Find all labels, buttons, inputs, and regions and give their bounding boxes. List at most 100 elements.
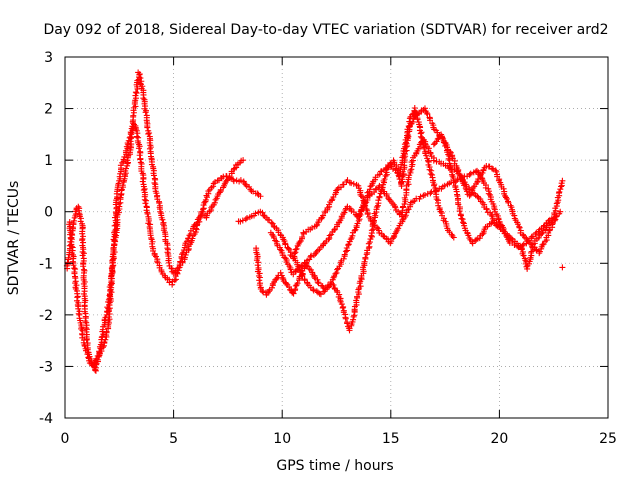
data-point (338, 301, 345, 308)
data-point (364, 211, 371, 218)
data-point (240, 157, 247, 164)
data-point (368, 227, 375, 234)
data-point (136, 152, 143, 159)
data-point (488, 165, 495, 172)
data-point (134, 77, 141, 84)
data-point (165, 259, 172, 266)
data-point (472, 168, 479, 175)
data-point (242, 216, 249, 223)
data-point (458, 215, 465, 222)
data-point (516, 223, 523, 230)
data-point (142, 109, 149, 116)
grid (65, 57, 608, 418)
x-tick-label: 25 (599, 431, 617, 447)
data-point (552, 213, 559, 220)
data-point (292, 286, 299, 293)
data-point (179, 251, 186, 258)
data-point (96, 348, 103, 355)
data-point (557, 208, 564, 215)
data-point (314, 279, 321, 286)
data-point (80, 246, 87, 253)
data-point (141, 196, 148, 203)
data-point (202, 196, 209, 203)
axis-ticks (64, 56, 609, 419)
data-point (350, 316, 357, 323)
data-point (237, 177, 244, 184)
data-point (135, 145, 142, 152)
data-point (287, 266, 294, 273)
data-point (394, 169, 401, 176)
data-point (489, 213, 496, 220)
data-point (71, 270, 78, 277)
chart-title: Day 092 of 2018, Sidereal Day-to-day VTE… (43, 22, 608, 38)
data-point (143, 197, 150, 204)
data-point (395, 225, 402, 232)
data-point (169, 268, 176, 275)
data-point (398, 181, 405, 188)
data-point (205, 188, 212, 195)
data-point (342, 248, 349, 255)
data-point (362, 254, 369, 261)
data-point (532, 231, 539, 238)
data-point (140, 175, 147, 182)
data-point (493, 168, 500, 175)
x-tick-label: 5 (169, 431, 178, 447)
data-point (133, 90, 140, 97)
data-point (368, 232, 375, 239)
data-point (268, 219, 275, 226)
data-point (424, 111, 431, 118)
data-point (257, 193, 264, 200)
data-point (358, 207, 365, 214)
data-point (309, 224, 316, 231)
data-point (362, 197, 369, 204)
data-point (557, 186, 564, 193)
data-point (364, 207, 371, 214)
data-point (282, 241, 289, 248)
data-point (310, 286, 317, 293)
data-point (80, 263, 87, 270)
data-point (140, 95, 147, 102)
data-point (67, 231, 74, 238)
data-point (466, 171, 473, 178)
data-point (511, 212, 518, 219)
data-point (252, 210, 259, 217)
data-point (423, 109, 430, 116)
data-point (421, 105, 428, 112)
data-point (433, 196, 440, 203)
data-point (411, 113, 418, 120)
data-point (516, 224, 523, 231)
data-point (496, 224, 503, 231)
data-point (332, 270, 339, 277)
y-tick-label: -3 (39, 359, 53, 375)
data-point (490, 166, 497, 173)
data-point (300, 229, 307, 236)
data-point (539, 241, 546, 248)
data-point (79, 252, 86, 259)
data-point (341, 209, 348, 216)
data-point (273, 275, 280, 282)
data-point (69, 224, 76, 231)
data-point (461, 222, 468, 229)
data-point (503, 194, 510, 201)
data-point (441, 182, 448, 189)
data-point (350, 180, 357, 187)
data-point (65, 254, 72, 261)
data-point (351, 227, 358, 234)
data-point (259, 288, 266, 295)
data-point (463, 188, 470, 195)
data-point (181, 254, 188, 261)
data-point (430, 157, 437, 164)
data-point (417, 133, 424, 140)
data-point (147, 232, 154, 239)
data-point (466, 192, 473, 199)
data-point (71, 217, 78, 224)
data-point (311, 273, 318, 280)
x-tick-label: 0 (61, 431, 70, 447)
data-point (259, 209, 266, 216)
data-point (427, 170, 434, 177)
data-point (306, 256, 313, 263)
data-point (422, 140, 429, 147)
data-point (508, 235, 515, 242)
data-point (536, 248, 543, 255)
